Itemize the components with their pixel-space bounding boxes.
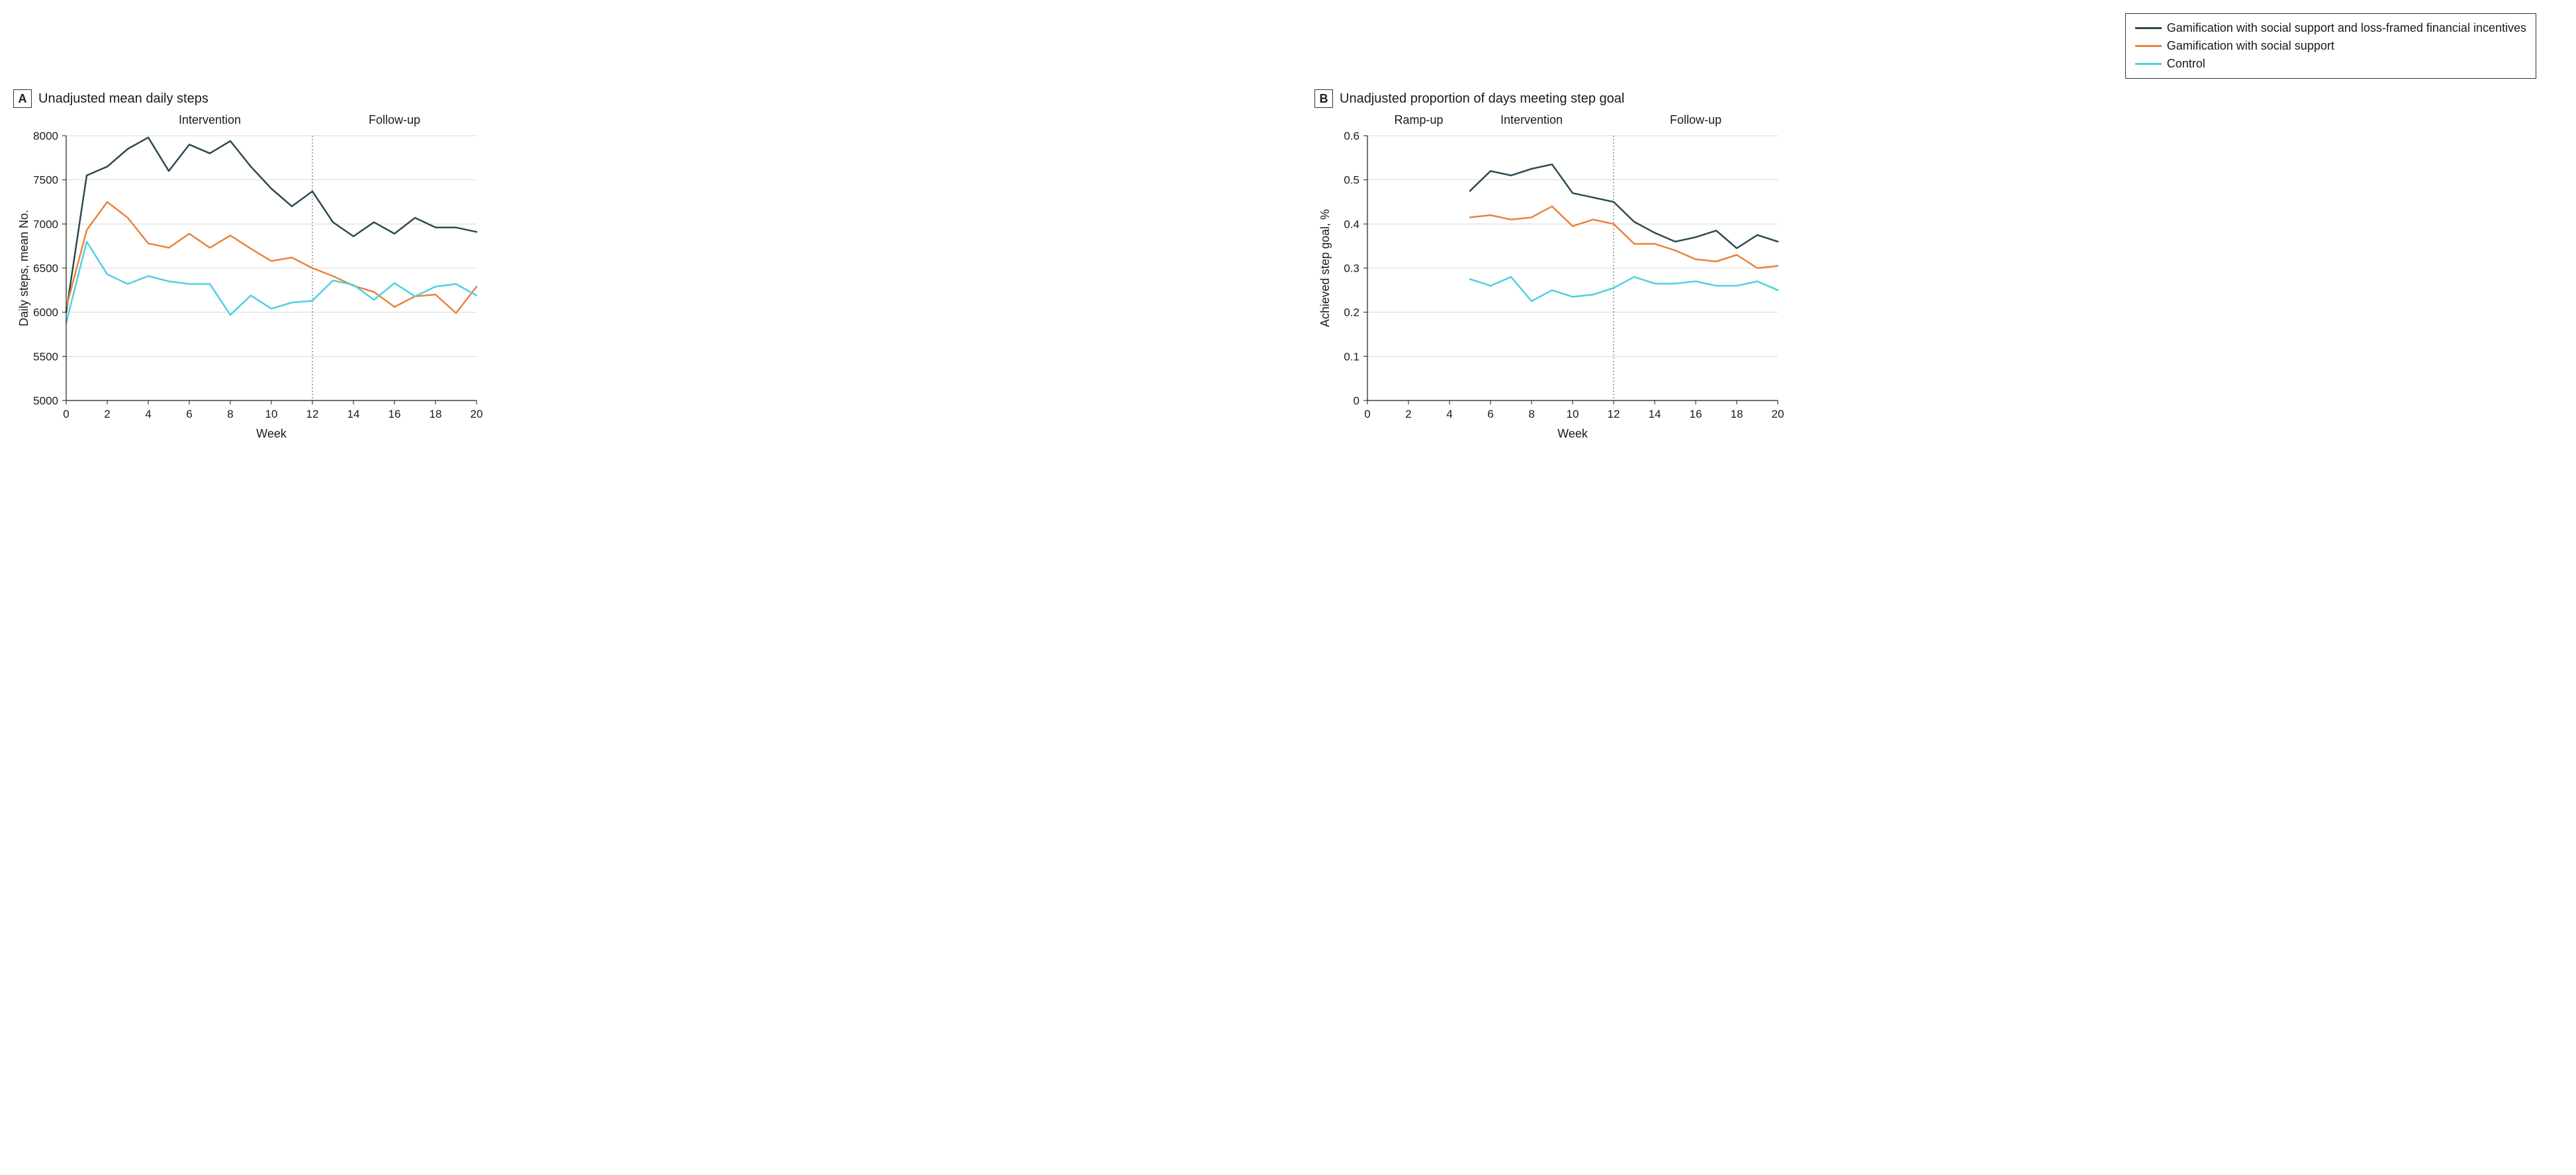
panel-b-phase-labels: Ramp-up Intervention Follow-up — [1314, 113, 1791, 129]
legend-item: Gamification with social support — [2135, 37, 2526, 55]
svg-text:12: 12 — [1608, 408, 1620, 420]
legend-label: Gamification with social support and los… — [2167, 19, 2526, 37]
svg-text:5500: 5500 — [33, 350, 58, 363]
svg-text:6000: 6000 — [33, 306, 58, 319]
phase-label: Intervention — [179, 113, 241, 127]
panel-a-letter: A — [13, 89, 32, 108]
svg-text:0.2: 0.2 — [1344, 306, 1359, 319]
legend-label: Gamification with social support — [2167, 37, 2334, 55]
panel-b-letter: B — [1314, 89, 1333, 108]
svg-text:4: 4 — [1446, 408, 1452, 420]
legend: Gamification with social support and los… — [2125, 13, 2536, 79]
legend-item: Control — [2135, 55, 2526, 73]
svg-text:20: 20 — [1772, 408, 1784, 420]
svg-text:8: 8 — [1528, 408, 1534, 420]
panel-a-phase-labels: Intervention Follow-up — [13, 113, 490, 129]
svg-text:10: 10 — [265, 408, 278, 420]
legend-swatch-2 — [2135, 63, 2162, 65]
svg-text:12: 12 — [306, 408, 319, 420]
svg-text:14: 14 — [1649, 408, 1661, 420]
svg-text:Daily steps, mean No.: Daily steps, mean No. — [17, 210, 30, 326]
svg-text:0: 0 — [63, 408, 69, 420]
svg-text:5000: 5000 — [33, 395, 58, 407]
svg-text:14: 14 — [347, 408, 360, 420]
phase-label: Follow-up — [369, 113, 420, 127]
svg-text:20: 20 — [471, 408, 483, 420]
svg-text:18: 18 — [430, 408, 442, 420]
svg-text:4: 4 — [145, 408, 151, 420]
svg-text:16: 16 — [389, 408, 401, 420]
figure-container: Gamification with social support and los… — [13, 13, 2563, 447]
svg-text:6: 6 — [1487, 408, 1493, 420]
svg-text:7000: 7000 — [33, 218, 58, 230]
panel-a-title-row: A Unadjusted mean daily steps — [13, 89, 1262, 108]
svg-text:0.1: 0.1 — [1344, 350, 1359, 363]
svg-text:0: 0 — [1364, 408, 1370, 420]
svg-text:18: 18 — [1731, 408, 1743, 420]
phase-label: Follow-up — [1670, 113, 1722, 127]
legend-label: Control — [2167, 55, 2205, 73]
panel-b-subtitle: Unadjusted proportion of days meeting st… — [1340, 91, 1624, 107]
svg-text:6500: 6500 — [33, 262, 58, 275]
svg-text:7500: 7500 — [33, 174, 58, 187]
panel-a-subtitle: Unadjusted mean daily steps — [38, 91, 208, 107]
panel-b-chart: 0 2 4 6 8 10 12 14 16 18 20 0 0.1 0.2 0.3 0.4 0.5 0.6 Week… — [1314, 129, 2563, 447]
legend-swatch-1 — [2135, 45, 2162, 47]
svg-text:Achieved step goal, %: Achieved step goal, % — [1318, 209, 1332, 327]
legend-swatch-0 — [2135, 27, 2162, 29]
svg-text:0.3: 0.3 — [1344, 262, 1359, 275]
phase-label: Intervention — [1500, 113, 1563, 127]
svg-text:6: 6 — [186, 408, 192, 420]
svg-text:2: 2 — [104, 408, 110, 420]
chart-b-svg: 0 2 4 6 8 10 12 14 16 18 20 0 0.1 0.2 0.3 0.4 0.5 0.6 Week… — [1314, 129, 1791, 447]
svg-text:8000: 8000 — [33, 130, 58, 142]
svg-text:16: 16 — [1690, 408, 1702, 420]
svg-text:10: 10 — [1567, 408, 1579, 420]
panel-b: B Unadjusted proportion of days meeting … — [1314, 89, 2563, 447]
svg-text:2: 2 — [1405, 408, 1411, 420]
panel-b-title-row: B Unadjusted proportion of days meeting … — [1314, 89, 2563, 108]
svg-text:0.5: 0.5 — [1344, 174, 1359, 187]
chart-a-svg: 0 2 4 6 8 10 12 14 16 18 20 5000 5500 6000 6500 7000 750… — [13, 129, 490, 447]
legend-item: Gamification with social support and los… — [2135, 19, 2526, 37]
svg-text:Week: Week — [256, 427, 287, 440]
svg-text:0.6: 0.6 — [1344, 130, 1359, 142]
svg-text:8: 8 — [227, 408, 233, 420]
panels-row: A Unadjusted mean daily steps Interventi… — [13, 89, 2563, 447]
svg-text:0: 0 — [1354, 395, 1359, 407]
svg-text:Week: Week — [1557, 427, 1588, 440]
panel-a: A Unadjusted mean daily steps Interventi… — [13, 89, 1262, 447]
panel-a-chart: 0 2 4 6 8 10 12 14 16 18 20 5000 5500 6000 6500 7000 750… — [13, 129, 1262, 447]
phase-label: Ramp-up — [1394, 113, 1443, 127]
svg-text:0.4: 0.4 — [1344, 218, 1359, 230]
